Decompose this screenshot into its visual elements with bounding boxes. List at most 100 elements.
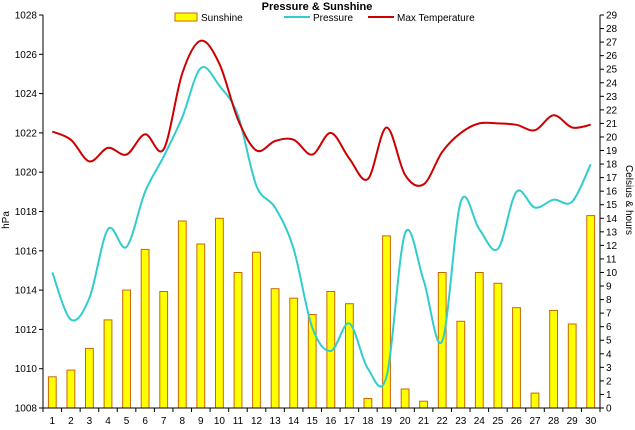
y-left-tick-label-1026: 1026 <box>15 50 38 61</box>
sunshine-bar-day-18 <box>363 398 373 409</box>
sunshine-bar-day-6 <box>140 248 150 409</box>
sunshine-bar-day-1 <box>47 376 57 409</box>
y-left-tick-label-1010: 1010 <box>15 364 38 375</box>
y-right-tick-label-21: 21 <box>606 119 618 130</box>
legend-label-pressure: Pressure <box>313 13 353 24</box>
y-right-tick-label-14: 14 <box>606 214 618 225</box>
y-left-tick-label-1022: 1022 <box>15 128 38 139</box>
sunshine-bar-day-14 <box>289 297 299 409</box>
y-right-tick-label-1: 1 <box>606 390 612 401</box>
x-tick-label-18: 18 <box>362 416 374 427</box>
y-left-tick-label-1020: 1020 <box>15 168 38 179</box>
y-right-tick-label-7: 7 <box>606 309 612 320</box>
legend-label-sunshine: Sunshine <box>201 13 243 24</box>
y-right-tick-label-18: 18 <box>606 160 618 171</box>
x-tick-label-11: 11 <box>233 416 244 427</box>
sunshine-bar-day-2 <box>66 369 76 409</box>
x-tick-label-24: 24 <box>474 416 486 427</box>
y-right-tick-label-25: 25 <box>606 65 618 76</box>
sunshine-bar-day-3 <box>85 347 94 409</box>
sunshine-bar-day-25 <box>493 282 503 409</box>
x-tick-label-21: 21 <box>418 416 430 427</box>
y-right-tick-label-3: 3 <box>606 363 612 374</box>
x-tick-label-28: 28 <box>548 416 560 427</box>
sunshine-bars <box>47 215 596 409</box>
y-right-tick-label-12: 12 <box>606 241 618 252</box>
max-temperature-line <box>51 39 591 187</box>
y-right-tick-label-0: 0 <box>606 404 612 415</box>
y-right-tick-label-23: 23 <box>606 92 618 103</box>
sunshine-bar-day-5 <box>122 289 131 409</box>
x-tick-label-8: 8 <box>179 416 185 427</box>
y-right-tick-label-27: 27 <box>606 38 618 49</box>
sunshine-bar-day-21 <box>419 400 429 409</box>
y-left-tick-label-1016: 1016 <box>15 246 38 257</box>
x-tick-label-23: 23 <box>455 416 467 427</box>
sunshine-bar-day-10 <box>215 217 224 409</box>
sunshine-bar-day-26 <box>512 307 521 409</box>
y-right-tick-label-29: 29 <box>606 11 618 22</box>
x-tick-label-20: 20 <box>399 416 411 427</box>
x-tick-label-29: 29 <box>567 416 579 427</box>
legend-swatch-sunshine <box>174 12 198 22</box>
y-left-tick-label-1014: 1014 <box>15 286 38 297</box>
y-axis-right-label: Celsius & hours <box>623 165 634 235</box>
x-tick-label-26: 26 <box>511 416 523 427</box>
axes: 1008101010121014101610181020102210241026… <box>15 11 618 428</box>
y-left-tick-label-1024: 1024 <box>15 89 38 100</box>
y-right-tick-label-26: 26 <box>606 51 618 62</box>
y-left-tick-label-1012: 1012 <box>15 325 38 336</box>
y-left-tick-label-1028: 1028 <box>15 11 38 22</box>
x-tick-label-25: 25 <box>492 416 504 427</box>
line-series <box>51 39 592 388</box>
legend: Sunshine Pressure Max Temperature <box>174 12 475 24</box>
y-right-tick-label-11: 11 <box>606 254 617 265</box>
x-tick-label-12: 12 <box>251 416 263 427</box>
sunshine-bar-day-8 <box>177 220 187 409</box>
y-right-tick-label-17: 17 <box>606 173 618 184</box>
y-right-tick-label-15: 15 <box>606 200 618 211</box>
x-tick-label-1: 1 <box>50 416 56 427</box>
x-tick-label-19: 19 <box>381 416 393 427</box>
x-tick-label-3: 3 <box>87 416 93 427</box>
sunshine-bar-day-24 <box>474 272 484 409</box>
y-right-tick-label-6: 6 <box>606 322 612 333</box>
y-right-tick-label-24: 24 <box>606 78 618 89</box>
y-right-tick-label-22: 22 <box>606 105 618 116</box>
sunshine-bar-day-9 <box>196 243 206 409</box>
sunshine-bar-day-28 <box>549 309 559 409</box>
y-right-tick-label-16: 16 <box>606 187 618 198</box>
x-tick-label-7: 7 <box>161 416 167 427</box>
y-right-tick-label-20: 20 <box>606 132 618 143</box>
sunshine-bar-day-4 <box>103 319 113 409</box>
y-right-tick-label-4: 4 <box>606 349 612 360</box>
x-tick-label-17: 17 <box>344 416 356 427</box>
legend-label-max-temperature: Max Temperature <box>397 13 475 24</box>
y-right-tick-label-8: 8 <box>606 295 612 306</box>
sunshine-bar-day-12 <box>252 251 261 409</box>
y-right-tick-label-19: 19 <box>606 146 618 157</box>
y-right-tick-label-10: 10 <box>606 268 618 279</box>
x-tick-label-13: 13 <box>270 416 282 427</box>
x-tick-label-15: 15 <box>307 416 319 427</box>
x-tick-label-22: 22 <box>437 416 449 427</box>
x-tick-label-16: 16 <box>325 416 337 427</box>
y-left-tick-label-1008: 1008 <box>15 404 38 415</box>
x-tick-label-14: 14 <box>288 416 300 427</box>
x-tick-label-4: 4 <box>105 416 111 427</box>
x-tick-label-5: 5 <box>124 416 130 427</box>
sunshine-bar-day-30 <box>586 215 596 409</box>
sunshine-bar-day-11 <box>233 272 243 409</box>
x-tick-label-2: 2 <box>68 416 74 427</box>
y-right-tick-label-13: 13 <box>606 227 618 238</box>
sunshine-bar-day-23 <box>456 320 466 409</box>
sunshine-bar-day-13 <box>270 288 280 409</box>
sunshine-bar-day-27 <box>530 392 540 409</box>
sunshine-bar-day-7 <box>159 291 169 409</box>
x-tick-label-27: 27 <box>529 416 541 427</box>
x-tick-label-9: 9 <box>198 416 204 427</box>
x-tick-label-6: 6 <box>142 416 148 427</box>
y-right-tick-label-28: 28 <box>606 24 618 35</box>
y-left-tick-label-1018: 1018 <box>15 207 38 218</box>
